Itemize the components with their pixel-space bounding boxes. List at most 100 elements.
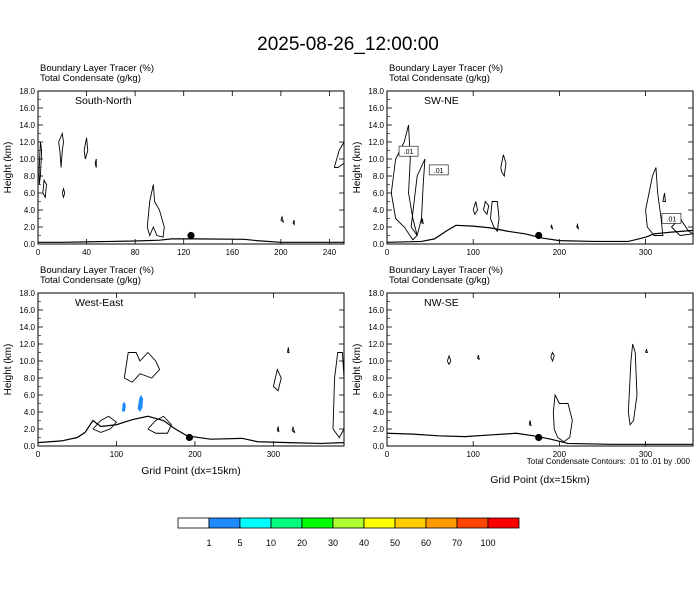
panel-4: Boundary Layer Tracer (%) Total Condensat… [352, 265, 694, 486]
condensate-contour [576, 222, 580, 231]
condensate-contour [390, 124, 418, 241]
colorbar-label: 30 [328, 538, 338, 548]
colorbar-swatch [425, 517, 458, 529]
y-tick-label: 8.0 [373, 172, 385, 181]
location-marker [535, 231, 543, 240]
condensate-contour [83, 137, 89, 160]
y-tick-label: 10.0 [19, 155, 35, 164]
panel-name: West-East [75, 297, 123, 309]
colorbar-swatch [301, 517, 334, 529]
colorbar-swatch [487, 517, 520, 529]
y-axis-label: Height (km) [3, 142, 14, 194]
panel-3: Boundary Layer Tracer (%)Total Condensat… [3, 265, 345, 477]
y-tick-label: 14.0 [368, 323, 384, 332]
y-tick-label: 0.0 [373, 442, 385, 451]
location-marker [185, 433, 194, 442]
y-tick-label: 14.0 [19, 121, 35, 130]
condensate-contour [662, 192, 666, 202]
terrain-line [386, 432, 693, 445]
location-marker [535, 433, 543, 442]
colorbar-label: 70 [452, 538, 462, 548]
condensate-contour [292, 220, 295, 226]
y-tick-label: 6.0 [24, 189, 36, 198]
x-tick-label: 300 [639, 248, 653, 257]
y-axis-label: Height (km) [352, 142, 363, 194]
y-tick-label: 16.0 [19, 104, 35, 113]
plot-frame [37, 292, 345, 447]
panel-header-condensate: Total Condensate (g/kg) [40, 73, 141, 84]
panel-1: Boundary Layer Tracer (%)Total Condensat… [3, 63, 345, 257]
y-tick-label: 2.0 [24, 223, 36, 232]
x-tick-label: 0 [36, 248, 41, 257]
x-tick-label: 100 [467, 450, 481, 459]
panel-header-tracer: Boundary Layer Tracer (%) [40, 63, 154, 74]
contour-label-box [428, 164, 449, 176]
x-tick-label: 300 [639, 450, 653, 459]
y-axis-label: Height (km) [3, 344, 14, 396]
y-tick-label: 12.0 [19, 138, 35, 147]
condensate-contour [528, 420, 532, 427]
condensate-contour [147, 415, 172, 434]
condensate-contour [92, 415, 118, 433]
contour-label: .01 [667, 216, 677, 223]
condensate-contour [280, 215, 284, 223]
colorbar-swatch [177, 517, 210, 529]
tracer-fill [137, 395, 144, 412]
x-tick-label: 200 [553, 450, 567, 459]
x-tick-label: 300 [267, 450, 281, 459]
condensate-contour [333, 140, 345, 168]
y-tick-label: 12.0 [368, 340, 384, 349]
panel-name: South-North [75, 95, 132, 107]
plot-frame [37, 90, 345, 245]
x-axis-label: Grid Point (dx=15km) [490, 474, 590, 486]
y-tick-label: 8.0 [24, 374, 36, 383]
colorbar-swatch [394, 517, 427, 529]
colorbar: 1 5 10 20 30 40 50 60 70 100 [177, 517, 520, 548]
y-tick-label: 16.0 [19, 306, 35, 315]
terrain-line [37, 415, 345, 445]
panel-header-tracer: Boundary Layer Tracer (%) [389, 63, 503, 74]
panel-header-condensate: Total Condensate (g/kg) [389, 73, 490, 84]
contour-label-box [398, 145, 419, 157]
contour-label: .01 [404, 149, 414, 156]
condensate-contour [550, 224, 554, 231]
y-tick-label: 0.0 [373, 240, 385, 249]
x-tick-label: 100 [467, 248, 481, 257]
y-tick-label: 6.0 [373, 189, 385, 198]
panel-header-condensate: Total Condensate (g/kg) [40, 275, 141, 286]
y-tick-label: 4.0 [24, 408, 36, 417]
y-tick-label: 4.0 [373, 408, 385, 417]
condensate-contour [483, 200, 490, 216]
panels: Boundary Layer Tracer (%)Total Condensat… [3, 63, 695, 486]
y-tick-label: 12.0 [368, 138, 384, 147]
colorbar-label: 40 [359, 538, 369, 548]
x-tick-label: 40 [82, 248, 91, 257]
panel-header-tracer: Boundary Layer Tracer (%) [389, 265, 503, 276]
panel-name: SW-NE [424, 95, 459, 107]
y-tick-label: 8.0 [373, 374, 385, 383]
contour-footnote: Total Condensate Contours: .01 to .01 by… [527, 457, 691, 466]
y-tick-label: 0.0 [24, 240, 36, 249]
condensate-contour [489, 201, 500, 233]
y-tick-label: 4.0 [373, 206, 385, 215]
contour-label: .01 [434, 168, 444, 175]
y-tick-label: 18.0 [19, 87, 35, 96]
y-tick-label: 0.0 [24, 442, 36, 451]
contour-label-box [661, 213, 682, 224]
x-tick-label: 0 [36, 450, 41, 459]
y-tick-label: 16.0 [368, 306, 384, 315]
y-tick-label: 10.0 [19, 357, 35, 366]
colorbar-swatch [332, 517, 365, 529]
condensate-contour [332, 352, 345, 439]
location-marker [187, 231, 195, 240]
condensate-contour [550, 351, 555, 363]
terrain-line [386, 224, 694, 243]
condensate-contour [276, 426, 280, 433]
x-tick-label: 200 [188, 450, 202, 459]
y-tick-label: 6.0 [24, 391, 36, 400]
condensate-contour [472, 201, 478, 216]
condensate-contour [421, 218, 424, 225]
y-tick-label: 4.0 [24, 206, 36, 215]
colorbar-label: 5 [237, 538, 242, 548]
